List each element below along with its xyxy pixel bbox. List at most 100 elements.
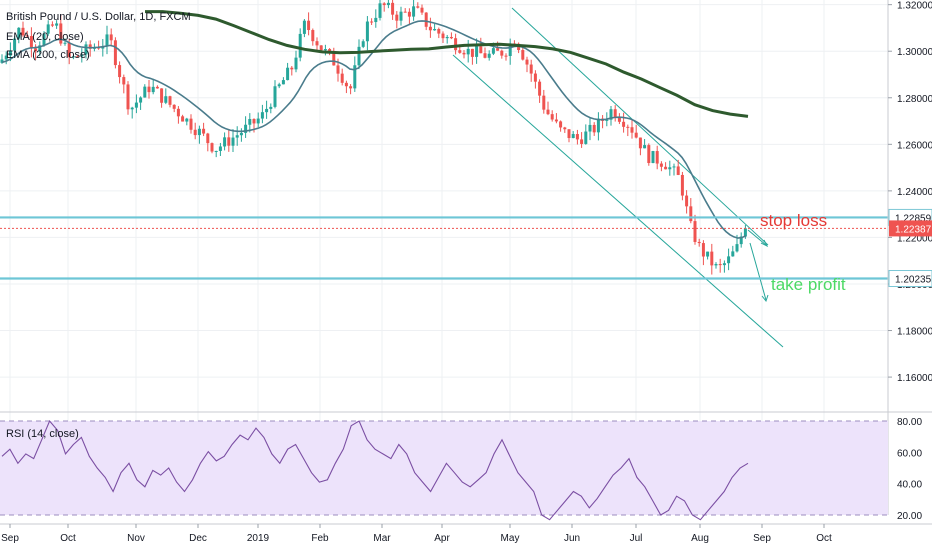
candle-body: [370, 21, 374, 23]
candle-body: [634, 132, 638, 138]
candle-body: [575, 134, 579, 140]
candle-body: [42, 33, 46, 46]
stop-arrow-line: [747, 229, 767, 246]
horizontal-gridlines: [0, 4, 888, 378]
time-tick-label: Oct: [816, 533, 832, 544]
price-axis[interactable]: 1.32000 1.30000 1.28000 1.26000 1.24000 1.220…: [888, 1, 932, 384]
candle-body: [88, 44, 92, 49]
candle-body: [126, 84, 130, 110]
candle-body: [147, 86, 151, 93]
candle-body: [706, 251, 710, 257]
horizontal-levels: [0, 216, 888, 280]
candle-body: [420, 7, 424, 13]
candle-body: [739, 236, 743, 245]
time-tick-label: May: [501, 533, 520, 544]
candle-body: [122, 77, 126, 85]
rsi-title: RSI (14, close): [6, 428, 79, 440]
candle-body: [38, 45, 42, 52]
candle-body: [433, 29, 437, 31]
candle-body: [113, 40, 117, 66]
candle-body: [533, 73, 537, 82]
candle-body: [525, 59, 529, 65]
price-tick-label: 1.26000: [897, 140, 932, 151]
time-tick-label: Aug: [691, 533, 709, 544]
time-axis[interactable]: Sep Oct Nov Dec 2019 Feb Mar Apr May Jun Jul Aug Sep…: [1, 524, 832, 544]
rsi-axis[interactable]: 80.00 60.00 40.00 20.00: [897, 417, 922, 522]
candle-body: [290, 67, 294, 70]
time-tick-label: Jul: [630, 533, 643, 544]
time-tick-label: 2019: [247, 533, 270, 544]
candle-body: [155, 86, 159, 89]
candle-body: [647, 145, 651, 164]
candle-body: [227, 137, 231, 146]
candle-body: [571, 134, 575, 139]
candle-body: [214, 150, 218, 152]
candle-body: [743, 228, 747, 237]
candle-body: [4, 55, 8, 60]
price-tick-label: 1.28000: [897, 94, 932, 105]
candle-body: [680, 174, 684, 196]
rsi-line: [1, 419, 749, 521]
candle-body: [710, 251, 714, 266]
candles: [0, 0, 747, 275]
candle-body: [357, 46, 361, 66]
candle-body: [176, 108, 180, 117]
price-tick-label: 1.24000: [897, 187, 932, 198]
candle-body: [668, 167, 672, 170]
candle-body: [8, 50, 12, 56]
candle-body: [584, 131, 588, 144]
current-price-badge-label: 1.22387: [895, 224, 932, 235]
candle-body: [458, 50, 462, 53]
candle-body: [735, 244, 739, 252]
candle-body: [491, 48, 495, 54]
candle-body: [416, 6, 420, 8]
time-tick-label: Sep: [1, 533, 19, 544]
candle-body: [160, 88, 164, 103]
candle-body: [105, 34, 109, 47]
candle-body: [609, 109, 613, 120]
candle-body: [542, 95, 546, 110]
candle-body: [13, 38, 17, 51]
rsi-tick-label: 20.00: [897, 511, 922, 522]
candle-body: [344, 82, 348, 87]
candle-body: [206, 133, 210, 144]
candle-body: [731, 251, 735, 257]
candle-body: [445, 36, 449, 39]
candle-body: [441, 33, 445, 39]
ema20-legend: EMA (20, close): [6, 31, 84, 43]
candle-body: [550, 114, 554, 120]
candle-body: [336, 65, 340, 74]
candle-body: [256, 118, 260, 124]
candle-body: [311, 30, 315, 42]
candle-body: [365, 21, 369, 42]
candle-body: [252, 118, 256, 124]
candle-body: [596, 118, 600, 133]
candle-body: [554, 119, 558, 122]
candle-body: [181, 116, 185, 122]
candle-body: [563, 127, 567, 130]
candle-body: [248, 118, 252, 125]
target-arrow-line: [749, 242, 767, 301]
candle-body: [651, 151, 655, 164]
candle-body: [508, 43, 512, 57]
candle-body: [382, 3, 386, 6]
candle-body: [328, 49, 332, 52]
candle-body: [470, 48, 474, 57]
candle-body: [655, 151, 659, 164]
time-tick-label: Apr: [434, 533, 450, 544]
ema20-line: [1, 20, 747, 239]
candle-body: [235, 135, 239, 138]
candle-body: [143, 86, 147, 98]
candle-body: [479, 46, 483, 54]
candle-body: [412, 6, 416, 17]
price-tick-label: 1.32000: [897, 1, 932, 12]
candle-body: [269, 106, 273, 109]
level-badges: 1.22859 1.20235 1.22387: [888, 208, 932, 288]
candle-body: [185, 118, 189, 122]
candle-body: [244, 124, 248, 133]
candle-body: [197, 128, 201, 136]
candle-body: [500, 50, 504, 56]
candle-body: [17, 27, 21, 39]
candle-body: [391, 2, 395, 15]
